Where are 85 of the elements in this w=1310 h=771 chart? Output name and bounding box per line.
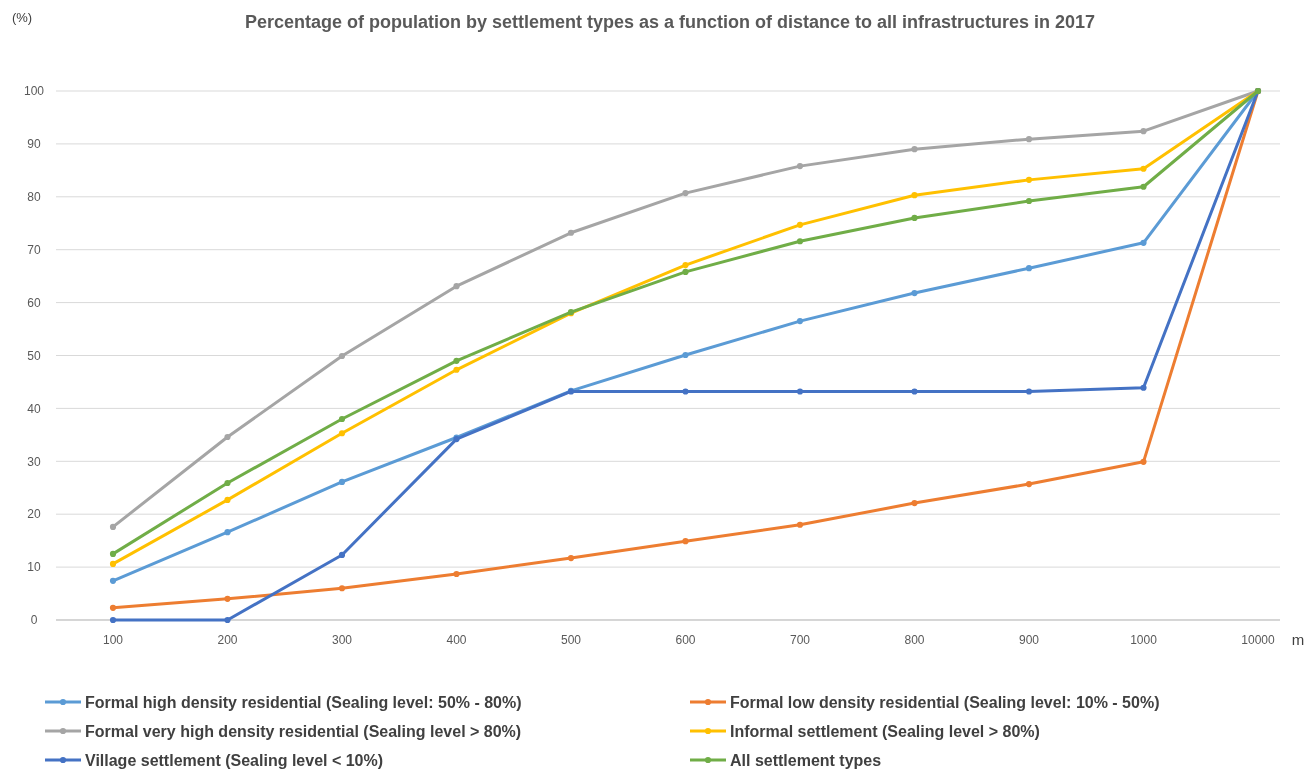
point xyxy=(453,283,460,290)
x-tick-label: 400 xyxy=(446,633,467,647)
y-tick-label: 20 xyxy=(27,507,41,522)
point xyxy=(796,318,804,325)
point xyxy=(338,585,346,592)
y-axis-title: (%) xyxy=(11,10,33,25)
point xyxy=(796,521,804,528)
point xyxy=(1140,458,1147,465)
point xyxy=(1140,183,1147,190)
point xyxy=(338,430,346,437)
legend-label: All settlement types xyxy=(730,751,882,769)
point xyxy=(338,352,346,360)
y-tick-label: 30 xyxy=(27,454,41,469)
point xyxy=(338,415,346,423)
point xyxy=(682,351,689,359)
point xyxy=(338,478,346,486)
x-tick-label: 700 xyxy=(789,633,811,647)
y-tick-label: 0 xyxy=(30,613,38,628)
point xyxy=(1025,197,1033,205)
y-tick-label: 100 xyxy=(23,84,45,99)
x-tick-label: 300 xyxy=(331,633,353,647)
point xyxy=(453,357,460,364)
point xyxy=(1025,265,1033,272)
point xyxy=(911,214,918,222)
point xyxy=(453,366,460,373)
point xyxy=(224,479,231,487)
point xyxy=(1025,388,1033,395)
point xyxy=(1140,384,1147,391)
point xyxy=(682,190,689,197)
point xyxy=(109,604,117,611)
point xyxy=(224,496,231,503)
x-tick-label: 200 xyxy=(217,633,238,647)
point xyxy=(1025,136,1033,143)
point xyxy=(109,577,117,584)
point xyxy=(796,221,804,228)
point xyxy=(911,146,918,153)
point xyxy=(1140,128,1147,135)
point xyxy=(682,261,689,269)
y-tick-label: 70 xyxy=(27,242,41,257)
y-tick-label: 40 xyxy=(27,401,41,416)
point xyxy=(682,268,689,275)
point xyxy=(338,551,346,559)
point xyxy=(911,388,918,395)
point xyxy=(682,388,689,395)
x-tick-label: 10000 xyxy=(1241,633,1276,647)
y-tick-label: 90 xyxy=(27,137,41,152)
point xyxy=(224,529,231,536)
y-tick-label: 50 xyxy=(27,348,41,363)
x-tick-label: 500 xyxy=(560,633,582,647)
point xyxy=(567,555,575,562)
x-axis-title: m xyxy=(1291,631,1305,648)
point xyxy=(567,229,575,236)
point xyxy=(224,616,231,624)
point xyxy=(224,595,231,602)
point xyxy=(796,238,804,245)
point xyxy=(911,289,918,297)
point xyxy=(109,616,117,624)
point xyxy=(682,538,689,545)
x-tick-label: 100 xyxy=(102,633,124,647)
point xyxy=(1025,176,1033,183)
legend-label: Formal very high density residential (Sealing level > 80%) xyxy=(85,722,522,740)
legend-label: Informal settlement (Sealing level > 80%) xyxy=(730,722,1040,740)
point xyxy=(224,433,231,441)
legend-label: Formal low density residential (Sealing level: 10% - 50%) xyxy=(730,693,1160,711)
chart-title: Percentage of population by settlement types as a function of distance to all infrastructures in 2017 xyxy=(244,12,1096,32)
legend-label: Village settlement (Sealing level < 10%) xyxy=(85,751,384,769)
y-tick-label: 60 xyxy=(27,295,41,310)
x-tick-label: 900 xyxy=(1018,633,1040,647)
x-tick-label: 600 xyxy=(675,633,696,647)
point xyxy=(1025,480,1033,488)
point xyxy=(1140,239,1147,246)
x-tick-label: 1000 xyxy=(1130,633,1158,647)
point xyxy=(796,163,804,170)
point xyxy=(109,523,117,530)
y-tick-label: 80 xyxy=(27,190,41,204)
point xyxy=(911,192,918,199)
y-tick-label: 10 xyxy=(27,560,41,575)
point xyxy=(1140,165,1147,172)
point xyxy=(109,550,117,557)
point xyxy=(109,560,117,568)
point xyxy=(796,388,804,395)
point xyxy=(911,500,918,507)
x-tick-label: 800 xyxy=(904,633,925,647)
legend-label: Formal high density residential (Sealing level: 50% - 80%) xyxy=(85,693,522,711)
point xyxy=(453,570,460,578)
